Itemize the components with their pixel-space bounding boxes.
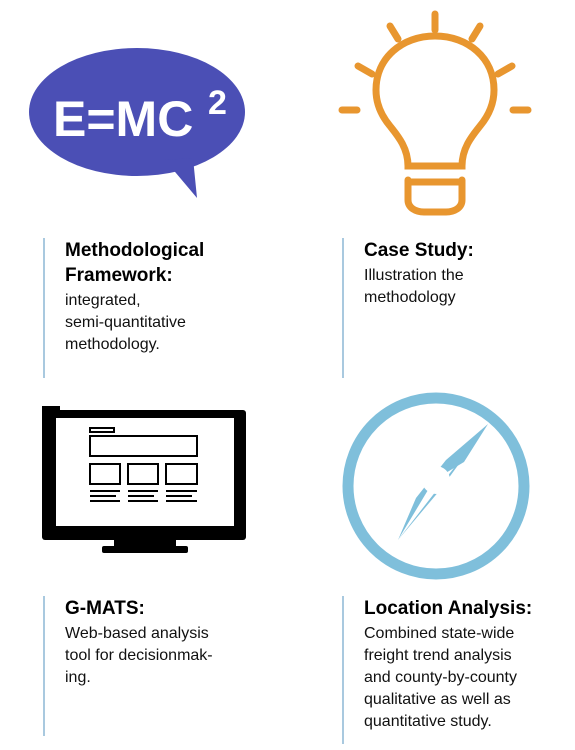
body-line: methodology <box>364 289 456 306</box>
caption-title: Location Analysis: <box>364 596 570 621</box>
caption-title: Methodological Framework: <box>65 238 283 288</box>
body-line: semi-quantitative <box>65 314 186 331</box>
caption-body: Combined state-wide freight trend analys… <box>364 623 570 733</box>
speech-bubble-formula-icon: E=MC 2 <box>25 40 265 210</box>
formula-text: E=MC <box>53 91 193 147</box>
title-line: Case Study: <box>364 240 474 261</box>
caption-location-analysis: Location Analysis: Combined state-wide f… <box>342 596 570 744</box>
body-line: and county-by-county <box>364 669 517 686</box>
body-line: Illustration the <box>364 267 464 284</box>
caption-title: Case Study: <box>364 238 557 263</box>
title-line: G-MATS: <box>65 598 145 619</box>
caption-g-mats: G-MATS: Web-based analysis tool for deci… <box>43 596 283 736</box>
title-line: Framework: <box>65 265 173 286</box>
body-line: ing. <box>65 669 91 686</box>
body-line: Combined state-wide <box>364 625 515 642</box>
caption-body: Web-based analysis tool for decisionmak-… <box>65 623 283 689</box>
formula-superscript: 2 <box>208 84 227 122</box>
caption-case-study: Case Study: Illustration the methodology <box>342 238 557 378</box>
title-line: Location Analysis: <box>364 598 533 619</box>
compass-icon <box>338 388 534 584</box>
lightbulb-icon <box>332 8 542 220</box>
caption-title: G-MATS: <box>65 596 283 621</box>
body-line: methodology. <box>65 336 160 353</box>
body-line: quantitative study. <box>364 713 492 730</box>
caption-body: integrated, semi-quantitative methodolog… <box>65 290 283 356</box>
caption-body: Illustration the methodology <box>364 265 557 309</box>
body-line: integrated, <box>65 292 141 309</box>
body-line: Web-based analysis <box>65 625 209 642</box>
monitor-icon <box>40 404 250 559</box>
body-line: freight trend analysis <box>364 647 512 664</box>
body-line: qualitative as well as <box>364 691 511 708</box>
body-line: tool for decisionmak- <box>65 647 213 664</box>
title-line: Methodological <box>65 240 205 261</box>
caption-methodological-framework: Methodological Framework: integrated, se… <box>43 238 283 378</box>
